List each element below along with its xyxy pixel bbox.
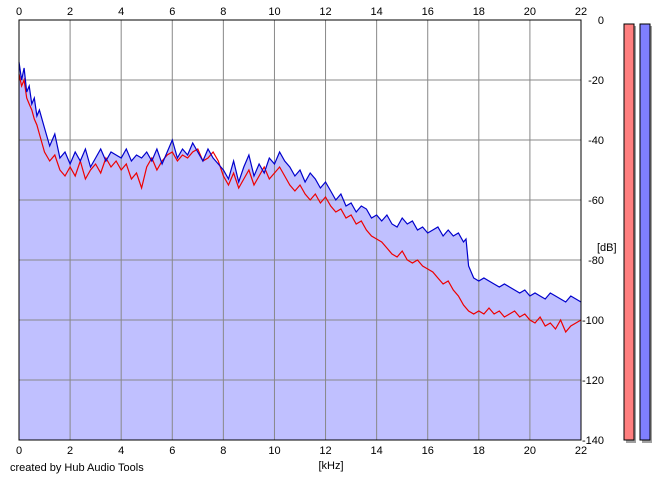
y-tick-label: -100 bbox=[582, 315, 604, 327]
x-tick-label-top: 10 bbox=[268, 6, 280, 18]
series-line-0 bbox=[18, 61, 582, 303]
x-tick-label-bottom: 10 bbox=[268, 445, 280, 457]
x-tick-label-top: 4 bbox=[118, 6, 124, 18]
x-tick-label-top: 2 bbox=[67, 6, 73, 18]
y-axis-label: [dB] bbox=[597, 242, 617, 254]
plot-frame bbox=[18, 19, 582, 441]
x-tick-label-bottom: 12 bbox=[319, 445, 331, 457]
x-tick-label-top: 16 bbox=[422, 6, 434, 18]
y-tick-label: -80 bbox=[588, 255, 604, 267]
y-tick-label: -20 bbox=[588, 75, 604, 87]
x-tick-labels-top: 0 2 4 6 8 10 12 14 16 18 20 22 bbox=[16, 6, 587, 18]
x-tick-label-bottom: 2 bbox=[67, 445, 73, 457]
level-meters bbox=[623, 23, 652, 443]
x-tick-label-top: 8 bbox=[220, 6, 226, 18]
x-tick-label-bottom: 22 bbox=[575, 445, 587, 457]
credit-text: created by Hub Audio Tools bbox=[10, 462, 144, 474]
x-tick-label-bottom: 16 bbox=[422, 445, 434, 457]
x-tick-label-bottom: 18 bbox=[473, 445, 485, 457]
x-tick-label-top: 14 bbox=[371, 6, 383, 18]
x-tick-label-bottom: 8 bbox=[220, 445, 226, 457]
x-axis-label: [kHz] bbox=[318, 460, 343, 472]
x-tick-label-top: 18 bbox=[473, 6, 485, 18]
x-tick-label-bottom: 14 bbox=[371, 445, 383, 457]
x-tick-label-bottom: 6 bbox=[169, 445, 175, 457]
series-lines bbox=[18, 61, 582, 334]
level-meter-bar bbox=[639, 23, 651, 441]
x-tick-label-top: 6 bbox=[169, 6, 175, 18]
y-tick-label: 0 bbox=[598, 15, 604, 27]
x-tick-label-top: 0 bbox=[16, 6, 22, 18]
y-tick-labels: 0 -20 -40 -60 -80 -100 -120 -140 bbox=[582, 15, 604, 447]
x-tick-label-bottom: 4 bbox=[118, 445, 124, 457]
y-tick-label: -120 bbox=[582, 375, 604, 387]
y-tick-label: -60 bbox=[588, 195, 604, 207]
x-tick-labels-bottom: 0 2 4 6 8 10 12 14 16 18 20 22 bbox=[16, 445, 587, 457]
x-tick-label-bottom: 0 bbox=[16, 445, 22, 457]
x-tick-label-bottom: 20 bbox=[524, 445, 536, 457]
y-tick-label: -140 bbox=[582, 435, 604, 447]
series-line-1 bbox=[18, 73, 582, 334]
y-tick-label: -40 bbox=[588, 135, 604, 147]
x-tick-label-top: 22 bbox=[575, 6, 587, 18]
x-tick-label-top: 20 bbox=[524, 6, 536, 18]
level-meter-bar bbox=[623, 23, 635, 441]
x-tick-label-top: 12 bbox=[319, 6, 331, 18]
